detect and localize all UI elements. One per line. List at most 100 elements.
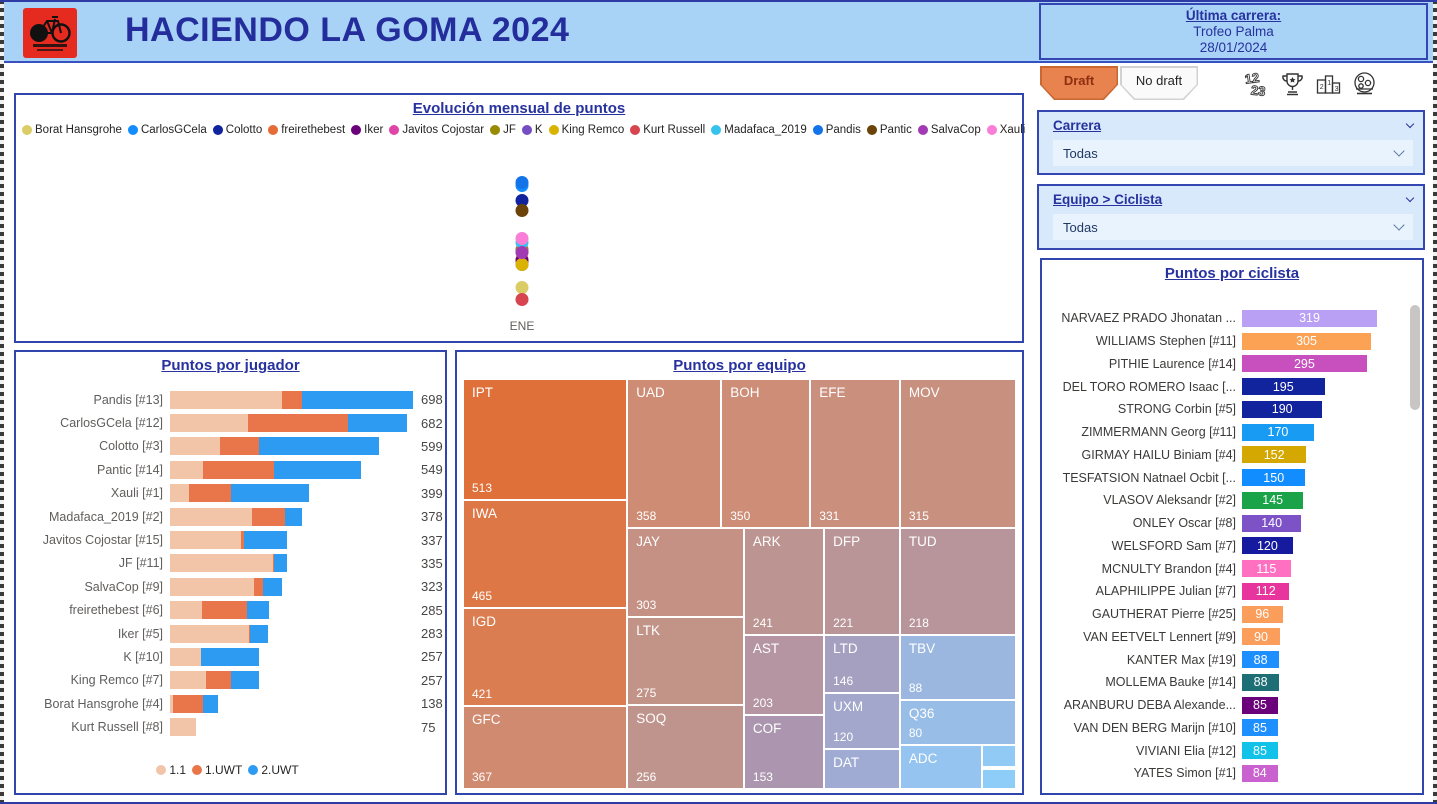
legend-item-7[interactable]: K — [521, 124, 543, 136]
ciclista-row-bar[interactable]: 190 — [1242, 400, 1323, 418]
treemap-cell-GFC[interactable]: GFC 367 — [463, 706, 628, 789]
bar-segment-1.UWT[interactable] — [189, 484, 231, 503]
bar-segment-1.1[interactable] — [170, 554, 274, 573]
chevron-down-icon[interactable] — [1405, 193, 1415, 202]
bar-segment-1.UWT[interactable] — [282, 390, 302, 409]
bar-segment-1.1[interactable] — [170, 437, 221, 456]
ciclista-row-bar[interactable]: 88 — [1242, 673, 1280, 691]
scatter-point-kurt-russell[interactable] — [515, 292, 529, 306]
treemap-cell-UAD[interactable]: UAD 358 — [627, 379, 722, 529]
treemap-cell-BOH[interactable]: BOH 350 — [721, 379, 811, 529]
jugador-row-bar[interactable] — [170, 554, 287, 573]
podium-icon[interactable]: 2 1 3 — [1315, 70, 1342, 97]
jugador-row-bar[interactable] — [170, 577, 283, 596]
treemap-cell-ADC[interactable]: ADC — [899, 744, 982, 789]
evolucion-title[interactable]: Evolución mensual de puntos — [412, 100, 626, 117]
bar-segment-1.1[interactable] — [170, 694, 174, 713]
bar-segment-1.1[interactable] — [170, 624, 250, 643]
treemap-cell-TUD[interactable]: TUD 218 — [899, 528, 1016, 635]
treemap-cell-AST[interactable]: AST 203 — [743, 634, 825, 716]
jugador-row-bar[interactable] — [170, 624, 269, 643]
bar-segment-1.UWT[interactable] — [206, 671, 231, 690]
jugador-title[interactable]: Puntos por jugador — [161, 357, 300, 374]
jugador-row-bar[interactable] — [170, 484, 309, 503]
treemap-cell-DFP[interactable]: DFP 221 — [824, 528, 900, 635]
bar-segment-2.UWT[interactable] — [347, 414, 408, 433]
jugador-row-bar[interactable] — [170, 647, 260, 666]
ciclista-scrollbar[interactable] — [1410, 305, 1420, 781]
treemap-cell-SOQ[interactable]: SOQ 256 — [627, 704, 744, 789]
bar-segment-1.UWT[interactable] — [240, 531, 244, 550]
legend-item-1[interactable]: 1.UWT — [192, 763, 242, 777]
treemap-cell-LTD[interactable]: LTD 146 — [824, 634, 900, 693]
filter-carrera-title[interactable]: Carrera — [1053, 118, 1102, 133]
treemap-cell-IWA[interactable]: IWA 465 — [463, 499, 628, 608]
ciclista-row-bar[interactable]: 145 — [1242, 491, 1304, 509]
jugador-row-bar[interactable] — [170, 390, 413, 409]
equipo-title[interactable]: Puntos por equipo — [673, 357, 806, 374]
ciclista-title[interactable]: Puntos por ciclista — [1164, 265, 1300, 282]
ciclista-row-bar[interactable]: 120 — [1242, 537, 1293, 555]
last-race-label[interactable]: Última carrera: — [1185, 8, 1282, 23]
bar-segment-2.UWT[interactable] — [258, 437, 379, 456]
bar-segment-1.1[interactable] — [170, 601, 203, 620]
jugador-row-bar[interactable] — [170, 531, 288, 550]
ciclista-row-bar[interactable]: 96 — [1242, 605, 1283, 623]
scatter-point-borat-hansgrohe[interactable] — [515, 280, 529, 294]
bar-segment-1.UWT[interactable] — [251, 507, 285, 526]
bar-segment-2.UWT[interactable] — [301, 390, 413, 409]
bar-segment-1.1[interactable] — [170, 460, 204, 479]
legend-item-3[interactable]: freirethebest — [268, 124, 345, 136]
jugador-row-bar[interactable] — [170, 601, 270, 620]
tab-no-draft[interactable]: No draft — [1120, 66, 1198, 100]
bar-segment-2.UWT[interactable] — [243, 531, 288, 550]
bar-segment-2.UWT[interactable] — [274, 554, 287, 573]
jugador-row-bar[interactable] — [170, 694, 218, 713]
ciclista-row-bar[interactable]: 150 — [1242, 469, 1306, 487]
legend-item-0[interactable]: Borat Hansgrohe — [22, 124, 122, 136]
scrollbar-thumb[interactable] — [1410, 305, 1420, 410]
legend-item-1[interactable]: CarlosGCela — [127, 124, 207, 136]
filter-equipo-ciclista-title[interactable]: Equipo > Ciclista — [1053, 192, 1163, 207]
bar-segment-1.1[interactable] — [170, 484, 190, 503]
trophy-icon[interactable] — [1279, 70, 1306, 97]
ciclista-row-bar[interactable]: 85 — [1242, 696, 1278, 714]
bar-segment-2.UWT[interactable] — [262, 577, 283, 596]
legend-item-12[interactable]: Pantic — [866, 124, 912, 136]
treemap-cell-TBV[interactable]: TBV 88 — [899, 634, 1016, 700]
treemap-cell-Q36[interactable]: Q36 80 — [899, 699, 1016, 745]
legend-item-11[interactable]: Pandis — [812, 124, 861, 136]
legend-item-13[interactable]: SalvaCop — [917, 124, 981, 136]
scatter-point-salvacop[interactable] — [515, 246, 529, 259]
bar-segment-2.UWT[interactable] — [203, 694, 218, 713]
bar-segment-1.UWT[interactable] — [173, 694, 204, 713]
legend-item-6[interactable]: JF — [490, 124, 516, 136]
jugador-row-bar[interactable] — [170, 460, 362, 479]
bar-segment-2.UWT[interactable] — [201, 647, 260, 666]
bar-segment-2.UWT[interactable] — [274, 460, 362, 479]
ciclista-row-bar[interactable]: 319 — [1242, 309, 1377, 327]
ciclista-row-bar[interactable]: 140 — [1242, 514, 1302, 532]
bar-segment-1.1[interactable] — [170, 577, 254, 596]
legend-item-0[interactable]: 1.1 — [156, 763, 186, 777]
legend-item-2[interactable]: 2.UWT — [248, 763, 299, 777]
scatter-point-pantic[interactable] — [515, 203, 529, 217]
scatter-point-king-remco[interactable] — [515, 258, 529, 272]
bar-segment-2.UWT[interactable] — [246, 601, 270, 620]
legend-item-8[interactable]: King Remco — [548, 124, 624, 136]
legend-item-10[interactable]: Madafaca_2019 — [711, 124, 807, 136]
lottery-ball-icon[interactable] — [1351, 70, 1378, 97]
bar-segment-1.UWT[interactable] — [203, 460, 275, 479]
treemap-cell-ARK[interactable]: ARK 241 — [743, 528, 825, 635]
legend-item-2[interactable]: Colotto — [212, 124, 262, 136]
bar-segment-1.UWT[interactable] — [220, 437, 259, 456]
tab-draft[interactable]: Draft — [1040, 66, 1118, 100]
bar-segment-1.1[interactable] — [170, 647, 202, 666]
bar-segment-1.UWT[interactable] — [248, 414, 348, 433]
ciclista-row-bar[interactable]: 88 — [1242, 651, 1280, 669]
bar-segment-1.1[interactable] — [170, 507, 252, 526]
bar-segment-1.1[interactable] — [170, 671, 207, 690]
ciclista-row-bar[interactable]: 85 — [1242, 742, 1278, 760]
bar-segment-1.1[interactable] — [170, 390, 283, 409]
ciclista-row-bar[interactable]: 170 — [1242, 423, 1314, 441]
